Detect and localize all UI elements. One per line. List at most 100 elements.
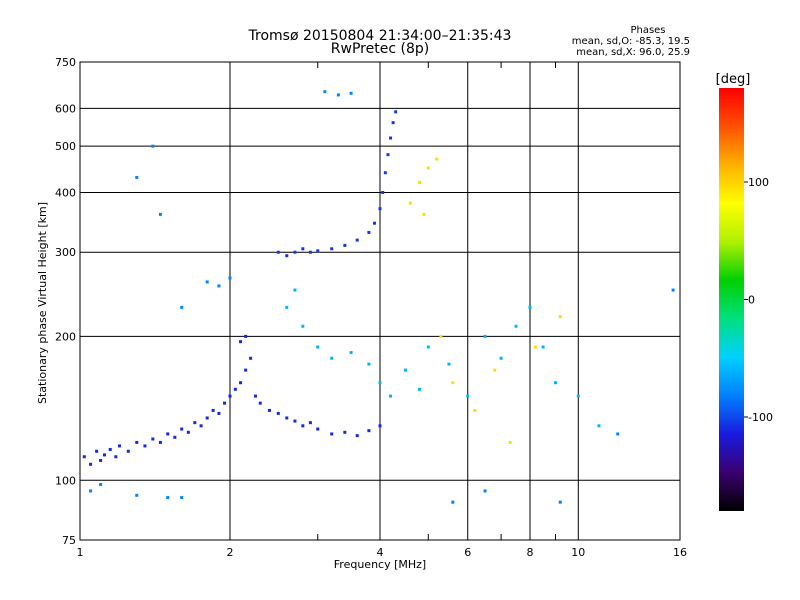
data-point xyxy=(244,368,248,372)
data-point xyxy=(553,381,557,385)
data-point xyxy=(211,408,215,412)
data-point xyxy=(330,247,334,251)
data-point xyxy=(293,250,297,254)
data-point xyxy=(473,408,477,412)
data-point xyxy=(143,444,147,448)
data-point xyxy=(166,496,170,500)
data-point xyxy=(403,368,407,372)
data-point xyxy=(558,315,562,319)
data-point xyxy=(483,334,487,338)
x-tick-label: 10 xyxy=(571,546,585,559)
data-point xyxy=(205,280,209,284)
x-tick-labels: 1 2 4 6 8 10 16 xyxy=(77,546,688,559)
data-point xyxy=(616,432,620,436)
data-point xyxy=(99,482,103,486)
data-point xyxy=(228,394,232,398)
colorbar-tick-label: 0 xyxy=(748,294,755,307)
chart-subtitle: RwPretec (8p) xyxy=(331,41,429,57)
data-point xyxy=(276,411,280,415)
data-point xyxy=(276,250,280,254)
data-point xyxy=(330,432,334,436)
data-point xyxy=(253,394,257,398)
data-point xyxy=(417,387,421,391)
data-point xyxy=(389,394,393,398)
y-tick-label: 200 xyxy=(55,330,76,343)
data-point xyxy=(381,190,385,194)
data-point xyxy=(378,381,382,385)
data-point xyxy=(378,207,382,211)
colorbar xyxy=(719,88,744,511)
colorbar-label: [deg] xyxy=(716,72,751,87)
data-point xyxy=(343,430,347,434)
data-point xyxy=(180,496,184,500)
data-point xyxy=(301,424,305,428)
stats-line-x: mean, sd,X: 96.0, 25.9 xyxy=(576,47,690,58)
data-point xyxy=(285,416,289,420)
data-point xyxy=(151,144,155,148)
data-point xyxy=(89,462,93,466)
data-point xyxy=(205,416,209,420)
data-point xyxy=(323,90,327,94)
data-point xyxy=(417,180,421,184)
data-point xyxy=(99,458,103,462)
colorbar-ticks: 100 0 -100 xyxy=(744,176,773,424)
data-point xyxy=(285,254,289,258)
data-point xyxy=(394,110,398,114)
y-tick-label: 600 xyxy=(55,102,76,115)
data-point xyxy=(117,444,121,448)
data-point xyxy=(355,238,359,242)
y-axis-label: Stationary phase Virtual Height [km] xyxy=(36,202,49,404)
y-tick-label: 100 xyxy=(55,474,76,487)
data-point xyxy=(135,440,139,444)
data-point xyxy=(180,427,184,431)
colorbar-tick-label: -100 xyxy=(748,411,773,424)
data-point xyxy=(173,435,177,439)
data-point xyxy=(528,305,532,309)
data-point xyxy=(447,362,451,366)
data-point xyxy=(541,345,545,349)
data-point xyxy=(301,324,305,328)
data-point xyxy=(308,421,312,425)
data-point xyxy=(316,249,320,253)
data-point xyxy=(451,381,455,385)
data-point xyxy=(82,455,86,459)
x-tick-label: 6 xyxy=(464,546,471,559)
y-tick-label: 75 xyxy=(62,534,76,547)
data-point xyxy=(193,421,197,425)
data-point xyxy=(558,500,562,504)
data-point xyxy=(439,334,443,338)
data-point xyxy=(378,424,382,428)
y-tick-label: 750 xyxy=(55,56,76,69)
data-point xyxy=(426,345,430,349)
data-point xyxy=(301,247,305,251)
data-point xyxy=(158,440,162,444)
data-point xyxy=(114,455,118,459)
x-tick-label: 1 xyxy=(77,546,84,559)
data-point xyxy=(597,424,601,428)
data-point xyxy=(108,447,112,451)
data-point xyxy=(151,437,155,441)
data-point xyxy=(422,212,426,216)
data-point xyxy=(166,432,170,436)
data-point xyxy=(316,345,320,349)
data-point xyxy=(233,387,237,391)
data-points xyxy=(82,90,675,504)
data-point xyxy=(483,489,487,493)
data-point xyxy=(285,305,289,309)
data-point xyxy=(493,368,497,372)
data-point xyxy=(426,166,430,170)
data-point xyxy=(576,394,580,398)
data-point xyxy=(383,171,387,175)
y-tick-label: 500 xyxy=(55,140,76,153)
data-point xyxy=(355,434,359,438)
data-point xyxy=(258,401,262,405)
data-point xyxy=(186,430,190,434)
data-point xyxy=(228,276,232,280)
data-point xyxy=(249,356,253,360)
data-point xyxy=(330,356,334,360)
data-point xyxy=(391,121,395,125)
data-point xyxy=(217,411,221,415)
data-point xyxy=(135,175,139,179)
stats-line-o: mean, sd,O: -85.3, 19.5 xyxy=(572,36,690,47)
x-axis-label: Frequency [MHz] xyxy=(334,558,426,571)
